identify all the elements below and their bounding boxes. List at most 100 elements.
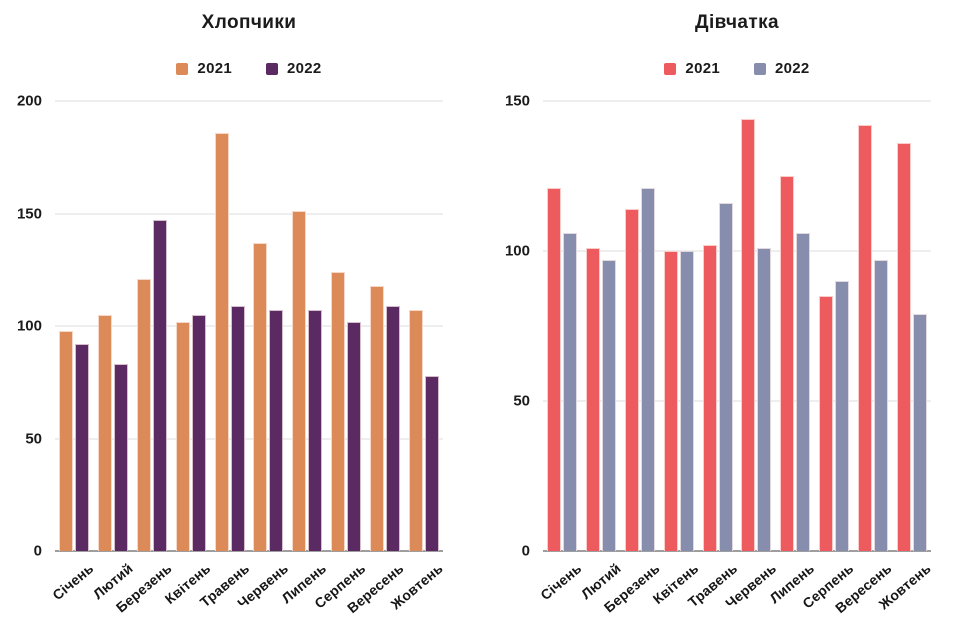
bar-group-Жовтень: Жовтень <box>388 101 446 612</box>
bar-group-Червень: Червень <box>234 101 291 611</box>
bar-2021-Липень <box>780 176 795 551</box>
y-tick-label: 150 <box>504 92 530 110</box>
bar-2021-Серпень <box>818 296 833 551</box>
bar-group-Січень: Січень <box>537 101 585 603</box>
bar-2021-Квітень <box>663 251 678 551</box>
bar-2022-Липень <box>308 310 323 551</box>
bar-2022-Квітень <box>679 251 694 551</box>
bar-2021-Серпень <box>330 272 345 551</box>
bar-2022-Вересень <box>873 260 888 551</box>
bar-group-Серпень: Серпень <box>311 101 368 612</box>
bar-group-Травень: Травень <box>196 101 252 610</box>
bar-group-Липень: Липень <box>279 101 329 606</box>
y-tick-label: 100 <box>16 317 42 335</box>
bar-2022-Серпень <box>834 281 849 551</box>
bar-2022-Вересень <box>385 305 400 551</box>
legend-item-2022: 2022 <box>266 60 322 77</box>
bar-2021-Січень <box>59 330 74 551</box>
legend-label: 2022 <box>775 60 810 77</box>
bar-2021-Лютий <box>98 314 113 551</box>
gridline <box>55 100 443 102</box>
y-tick-label: 200 <box>16 92 42 110</box>
legend-label: 2022 <box>287 60 322 77</box>
gridline <box>543 400 931 402</box>
legend-item-2021: 2021 <box>176 60 232 77</box>
bar-2022-Липень <box>796 233 811 551</box>
bar-2021-Жовтень <box>896 143 911 551</box>
bar-2021-Червень <box>253 242 268 551</box>
legend-item-2022: 2022 <box>754 60 810 77</box>
bar-groups: Січень Лютий Березень Квітень Травень Червень… <box>49 101 446 616</box>
legend-girls: 2021 2022 <box>543 60 931 77</box>
bar-group-Травень: Травень <box>684 101 740 610</box>
bar-2022-Серпень <box>346 321 361 551</box>
bar-group-Червень: Червень <box>722 101 779 611</box>
bar-2021-Липень <box>292 211 307 551</box>
chart-girls: Дівчатка 2021 2022 0 50 100 150 Січень Лютий Б… <box>480 0 960 640</box>
plot-area-girls: 0 50 100 150 Січень Лютий Березень Квітень Траве… <box>505 94 934 617</box>
chart-title-boys: Хлопчики <box>201 12 297 33</box>
bar-2021-Березень <box>624 209 639 551</box>
bar-group-Серпень: Серпень <box>799 101 856 612</box>
legend-label: 2021 <box>197 60 232 77</box>
bar-group-Жовтень: Жовтень <box>876 101 934 612</box>
x-axis-line <box>543 550 931 552</box>
bar-2021-Березень <box>136 278 151 551</box>
x-tick-label: Січень <box>49 560 97 604</box>
gridline <box>55 213 443 214</box>
chart-title-girls: Дівчатка <box>695 12 779 33</box>
y-tick-label: 50 <box>513 392 530 410</box>
plot-area-boys: 0 50 100 150 200 Січень Лютий Березень Квітень Тр… <box>17 94 446 617</box>
gridline <box>55 438 443 439</box>
bar-groups: Січень Лютий Березень Квітень Травень Червень… <box>537 101 934 616</box>
bar-group-Квітень: Квітень <box>161 101 213 607</box>
x-tick-label: Січень <box>537 560 585 604</box>
gridline <box>55 325 443 327</box>
legend-swatch-icon <box>664 62 677 75</box>
gridline <box>543 250 931 252</box>
y-tick-label: 100 <box>504 242 530 260</box>
bar-group-Квітень: Квітень <box>649 101 701 607</box>
bar-2021-Травень <box>702 245 717 551</box>
legend-item-2021: 2021 <box>664 60 720 77</box>
bar-2022-Жовтень <box>424 375 439 551</box>
bar-2021-Вересень <box>369 285 384 551</box>
bar-2021-Лютий <box>586 248 601 551</box>
gridline <box>543 100 931 102</box>
x-axis-line <box>55 550 443 552</box>
bar-2022-Березень <box>152 220 167 551</box>
y-tick-label: 0 <box>33 542 42 560</box>
bar-2022-Жовтень <box>912 314 927 551</box>
bar-2022-Січень <box>563 233 578 551</box>
y-tick-label: 50 <box>25 430 42 447</box>
bar-2021-Вересень <box>857 125 872 551</box>
bar-group-Березень: Березень <box>600 101 662 616</box>
legend-swatch-icon <box>176 62 189 75</box>
bar-2022-Квітень <box>191 314 206 551</box>
bar-2021-Травень <box>214 132 229 551</box>
bar-group-Липень: Липень <box>767 101 817 606</box>
legend-swatch-icon <box>754 62 766 75</box>
bar-group-Лютий: Лютий <box>578 101 623 602</box>
bar-2021-Квітень <box>175 321 190 551</box>
chart-boys: Хлопчики 2021 2022 0 50 100 150 200 Січень Лют… <box>17 12 446 617</box>
bar-2022-Травень <box>718 203 733 551</box>
bar-2021-Червень <box>741 119 756 551</box>
bar-2022-Лютий <box>602 260 617 551</box>
bar-2022-Червень <box>269 310 284 551</box>
bar-2022-Січень <box>75 344 90 551</box>
bar-2021-Жовтень <box>408 310 423 551</box>
y-tick-label: 0 <box>521 542 530 560</box>
legend-swatch-icon <box>266 62 278 75</box>
y-tick-label: 150 <box>16 205 42 222</box>
bar-2022-Лютий <box>114 364 129 551</box>
bar-2022-Червень <box>757 248 772 551</box>
bar-group-Лютий: Лютий <box>90 101 135 602</box>
bar-group-Січень: Січень <box>49 101 97 603</box>
legend-boys: 2021 2022 <box>55 60 443 77</box>
bar-group-Березень: Березень <box>112 101 174 616</box>
bar-2021-Січень <box>547 188 562 551</box>
legend-label: 2021 <box>685 60 720 77</box>
bar-group-Вересень: Вересень <box>832 101 895 616</box>
